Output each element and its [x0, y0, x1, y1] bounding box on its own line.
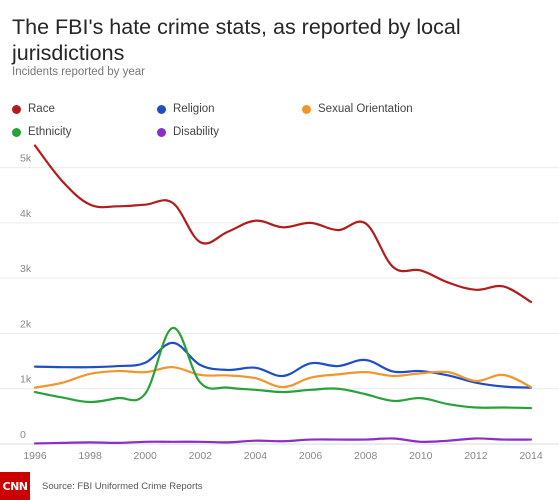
legend-label: Sexual Orientation — [318, 103, 413, 115]
y-tick-label: 2k — [20, 318, 32, 330]
legend-swatch — [157, 127, 166, 137]
x-tick-label: 2008 — [354, 450, 378, 462]
legend-item-race: Race — [12, 103, 55, 115]
footer: CNN Source: FBI Uniformed Crime Reports — [0, 472, 559, 500]
legend-swatch — [12, 104, 21, 114]
chart-title: The FBI's hate crime stats, as reported … — [12, 15, 461, 65]
source-note: Source: FBI Uniformed Crime Reports — [42, 481, 203, 492]
legend-swatch — [12, 127, 21, 137]
x-tick-label: 1998 — [78, 450, 102, 462]
x-tick-label: 2002 — [189, 450, 213, 462]
series-line-sexual-orientation — [33, 366, 533, 389]
legend-label: Religion — [173, 103, 215, 115]
x-tick-label: 2004 — [244, 450, 268, 462]
legend-item-religion: Religion — [157, 103, 215, 115]
legend-item-disability: Disability — [157, 126, 219, 138]
y-tick-label: 1k — [20, 374, 32, 386]
legend-label: Race — [28, 103, 55, 115]
legend-item-sexual-orientation: Sexual Orientation — [302, 103, 413, 115]
x-tick-label: 2014 — [519, 450, 543, 462]
series-line-religion — [33, 341, 533, 389]
legend-item-ethnicity: Ethnicity — [12, 126, 71, 138]
chart-subtitle: Incidents reported by year — [12, 66, 145, 78]
series-line-ethnicity — [33, 326, 533, 410]
x-tick-label: 2000 — [134, 450, 158, 462]
y-tick-label: 4k — [20, 208, 32, 220]
legend-label: Ethnicity — [28, 126, 72, 138]
y-tick-label: 5k — [20, 153, 32, 165]
y-tick-label: 3k — [20, 263, 32, 275]
x-tick-label: 1996 — [23, 450, 47, 462]
cnn-logo: CNN — [0, 472, 30, 500]
line-chart: 0 1k 2k 3k 4k 5k 1996 1998 2000 2002 2004 2006 2008 2… — [0, 144, 559, 462]
series-line-disability — [33, 437, 533, 445]
x-tick-label: 2012 — [464, 450, 488, 462]
legend-swatch — [302, 104, 311, 114]
legend-swatch — [157, 104, 166, 114]
series-line-race — [33, 144, 533, 304]
x-tick-label: 2010 — [409, 450, 433, 462]
y-tick-label: 0 — [20, 429, 26, 441]
x-tick-label: 2006 — [299, 450, 323, 462]
legend-label: Disability — [173, 126, 220, 138]
